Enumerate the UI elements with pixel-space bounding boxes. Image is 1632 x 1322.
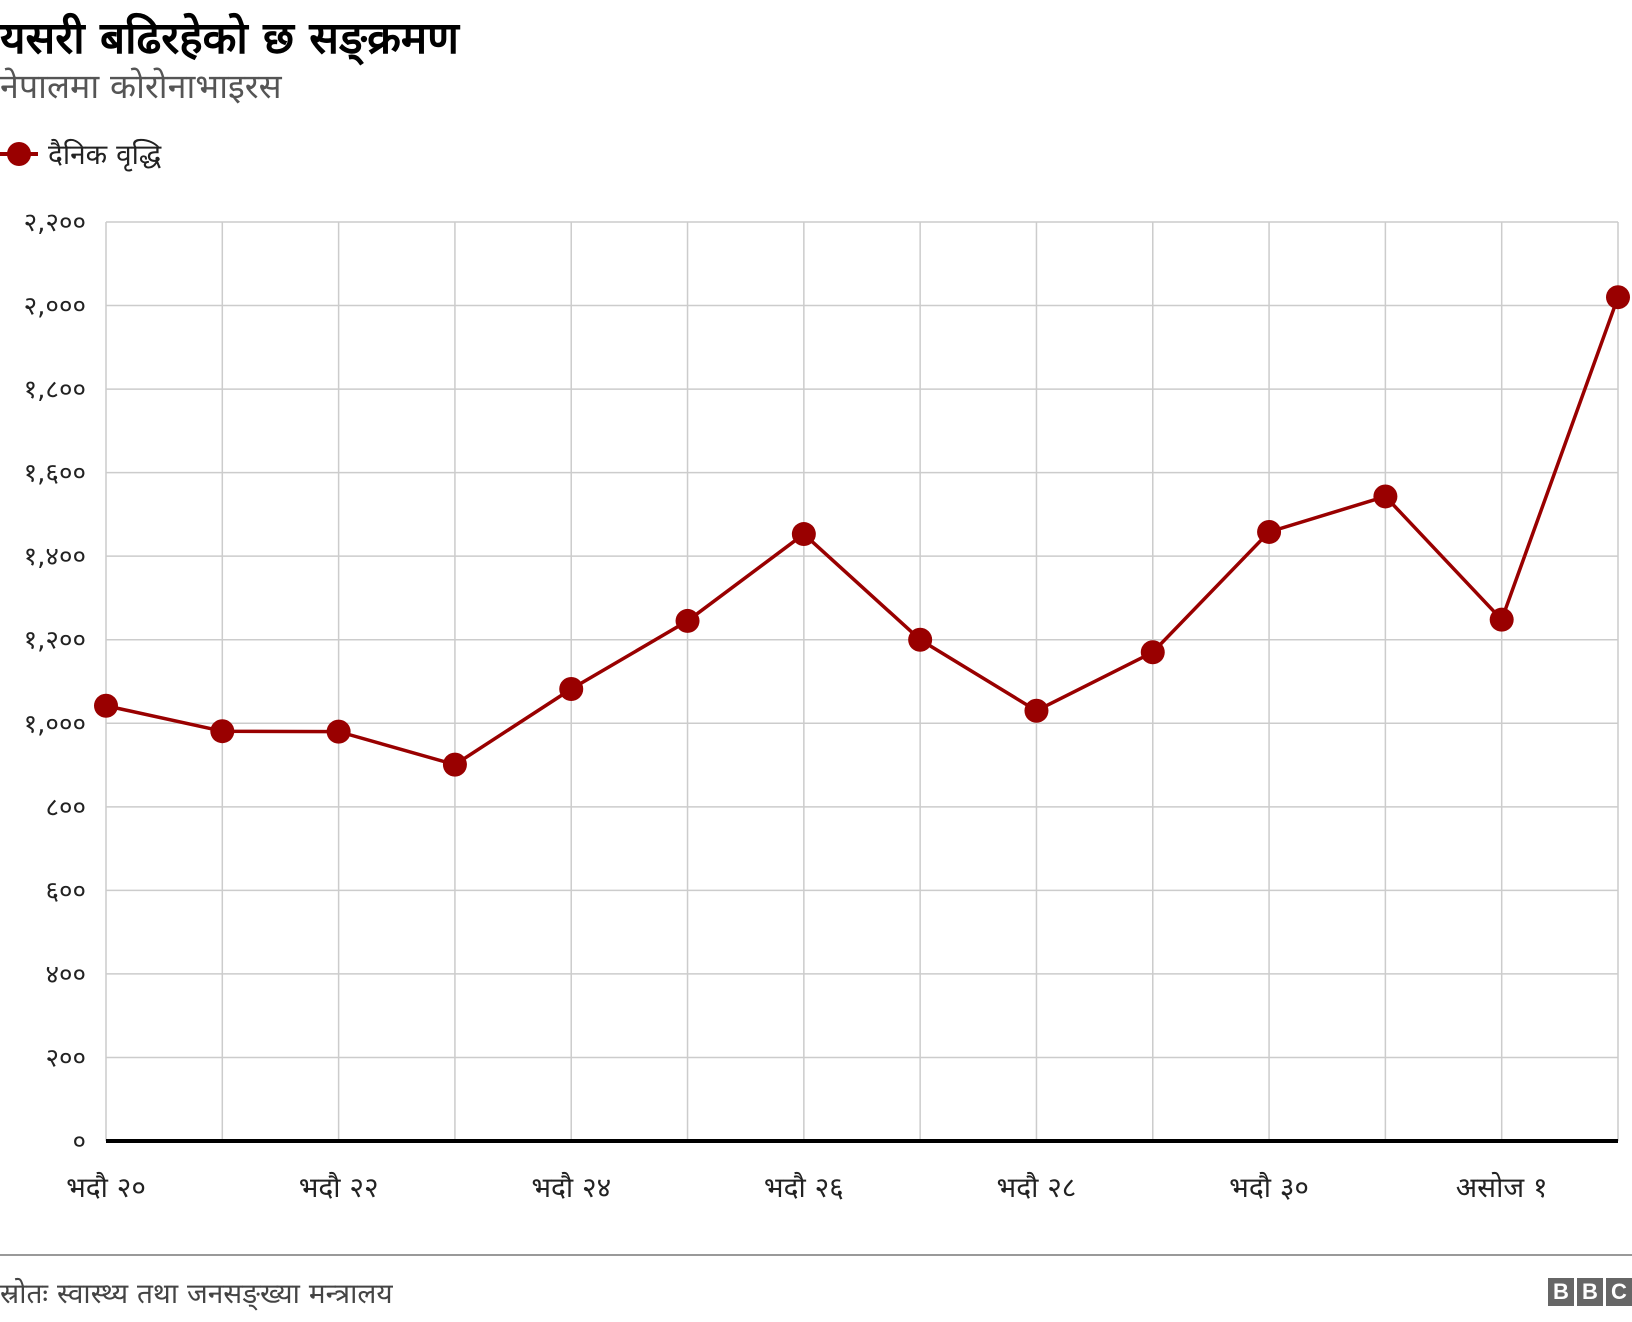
x-tick-label: भदौ ३० [1229,1171,1309,1204]
legend-label: दैनिक वृद्धि [48,138,162,171]
series-line [105,296,1620,767]
x-tick-label: भदौ २० [66,1171,146,1204]
y-axis-ticks: ० २०० ४०० ६०० ८०० १,००० १,२०० १,४०० १,६०० १,८०० २,… [24,208,86,1157]
y-tick-label: ४०० [45,960,86,990]
data-point [210,719,235,744]
x-tick-label: भदौ २२ [299,1171,379,1204]
y-tick-label: १,६०० [24,459,86,489]
data-point [1257,519,1282,544]
y-tick-label: १,००० [24,709,86,739]
data-point [442,752,467,777]
chart-title: यसरी बढिरहेको छ सङ्क्रमण [0,13,459,64]
data-point [94,693,118,718]
data-point [791,522,816,547]
bbc-logo: B B C [1548,1278,1632,1306]
legend-marker-icon [0,134,40,174]
data-point [1606,285,1630,310]
data-point [1373,484,1398,509]
x-tick-label: भदौ २६ [764,1171,844,1204]
data-point [908,627,933,652]
y-tick-label: १,२०० [24,626,86,656]
y-tick-label: १,४०० [24,542,86,572]
x-axis-ticks: भदौ २० भदौ २२ भदौ २४ भदौ २६ भदौ २८ भदौ ३० असोज… [66,1171,1548,1204]
y-tick-label: २,००० [24,292,86,322]
data-point [326,719,351,744]
data-point [1140,640,1165,665]
source-note: स्रोतः स्वास्थ्य तथा जनसङ्ख्या मन्त्रालय [0,1277,393,1310]
chart-legend: दैनिक वृद्धि [0,134,161,174]
series-layer [94,285,1630,777]
y-tick-label: २,२०० [24,208,86,238]
bbc-logo-letter: B [1548,1278,1574,1306]
footer-divider [0,1254,1632,1256]
data-point [675,608,700,633]
x-tick-label: असोज १ [1456,1171,1548,1204]
chart-subtitle: नेपालमा कोरोनाभाइरस [0,67,282,107]
line-chart: ० २०० ४०० ६०० ८०० १,००० १,२०० १,४०० १,६०० १,८०० २,… [24,208,1630,1204]
data-point [1024,698,1049,723]
bbc-logo-letter: B [1577,1278,1603,1306]
bbc-logo-letter: C [1606,1278,1632,1306]
y-tick-label: ६०० [45,876,86,906]
x-tick-label: भदौ २८ [997,1171,1077,1204]
y-tick-label: १,८०० [24,375,86,405]
y-tick-label: २०० [45,1043,86,1073]
y-tick-label: ० [72,1127,86,1157]
data-point [1489,607,1514,632]
x-tick-label: भदौ २४ [531,1171,611,1204]
data-point [559,677,584,702]
grid-layer [105,221,1619,1141]
y-tick-label: ८०० [45,793,86,823]
